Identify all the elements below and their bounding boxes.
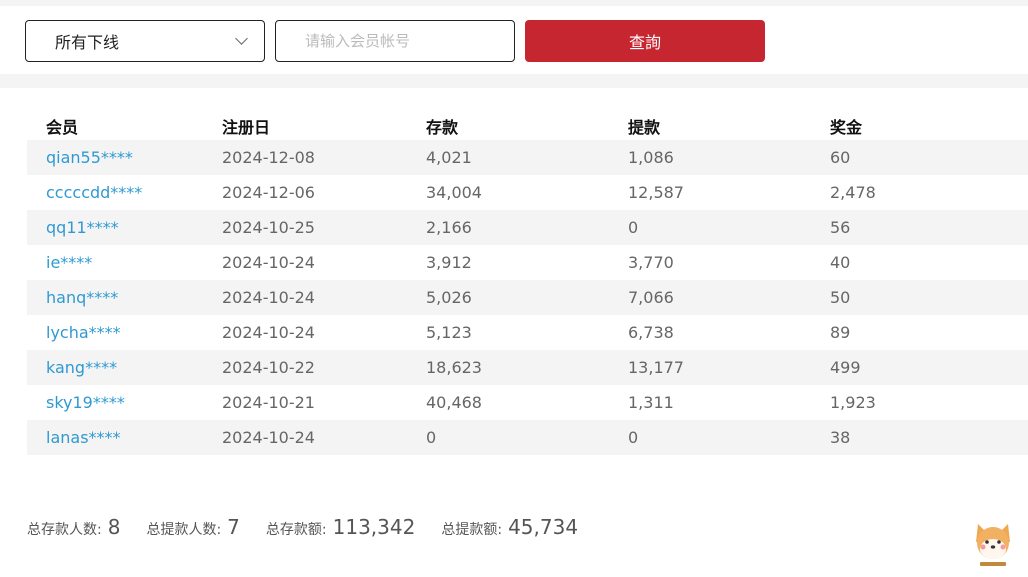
- search-button[interactable]: 查詢: [525, 20, 765, 62]
- cell-register-date: 2024-12-08: [222, 148, 315, 167]
- cell-member: lycha****: [27, 315, 222, 350]
- cell-withdrawal: 0: [628, 218, 639, 237]
- cell-member: sky19****: [27, 385, 222, 420]
- cell-register-date: 2024-10-22: [222, 358, 315, 377]
- cell-register-date: 2024-10-24: [222, 428, 315, 447]
- cell-withdrawal: 6,738: [628, 323, 674, 342]
- cell-member: kang****: [27, 350, 222, 385]
- cell-member: cccccdd****: [27, 175, 222, 210]
- cell-deposit: 18,623: [426, 358, 482, 377]
- cell-register-date: 2024-12-06: [222, 183, 315, 202]
- cell-deposit: 2,166: [426, 218, 472, 237]
- chevron-down-icon: [235, 32, 248, 45]
- downline-select-value: 所有下线: [55, 33, 120, 52]
- cell-member: lanas****: [27, 420, 222, 455]
- member-table: 会员 注册日 存款 提款 奖金 qian55**** 2024-12-08 4,02…: [27, 110, 1028, 455]
- header-deposit: 存款: [426, 118, 459, 137]
- header-register-date: 注册日: [222, 118, 271, 137]
- cell-bonus: 60: [830, 148, 851, 167]
- total-deposit-amount-value: 113,342: [332, 515, 416, 539]
- cell-bonus: 2,478: [830, 183, 876, 202]
- top-bar: [0, 0, 1028, 6]
- member-account-input[interactable]: [275, 20, 515, 62]
- member-link[interactable]: lycha****: [46, 323, 121, 342]
- header-member: 会员: [46, 118, 79, 137]
- member-link[interactable]: cccccdd****: [46, 183, 143, 202]
- table-row: ie**** 2024-10-24 3,912 3,770 40: [27, 245, 1028, 280]
- member-link[interactable]: sky19****: [46, 393, 125, 412]
- downline-select[interactable]: 所有下线: [25, 20, 265, 62]
- cell-register-date: 2024-10-25: [222, 218, 315, 237]
- cell-deposit: 5,123: [426, 323, 472, 342]
- cell-deposit: 3,912: [426, 253, 472, 272]
- member-link[interactable]: lanas****: [46, 428, 121, 447]
- total-withdrawers-label: 总提款人数:: [146, 522, 222, 538]
- cell-deposit: 34,004: [426, 183, 482, 202]
- table-row: kang**** 2024-10-22 18,623 13,177 499: [27, 350, 1028, 385]
- total-depositors-value: 8: [107, 515, 121, 539]
- cell-register-date: 2024-10-24: [222, 253, 315, 272]
- cell-withdrawal: 1,086: [628, 148, 674, 167]
- member-link[interactable]: qian55****: [46, 148, 133, 167]
- cell-bonus: 89: [830, 323, 851, 342]
- cell-bonus: 40: [830, 253, 851, 272]
- table-row: cccccdd**** 2024-12-06 34,004 12,587 2,478: [27, 175, 1028, 210]
- cell-bonus: 50: [830, 288, 851, 307]
- cell-member: ie****: [27, 245, 222, 280]
- cell-member: qian55****: [27, 140, 222, 175]
- header-bonus: 奖金: [830, 118, 863, 137]
- member-link[interactable]: qq11****: [46, 218, 119, 237]
- total-withdrawal-amount-label: 总提款额:: [441, 522, 503, 538]
- header-withdrawal: 提款: [628, 118, 661, 137]
- cell-withdrawal: 3,770: [628, 253, 674, 272]
- cell-member: qq11****: [27, 210, 222, 245]
- cell-withdrawal: 13,177: [628, 358, 684, 377]
- member-link[interactable]: hanq****: [46, 288, 119, 307]
- table-row: sky19**** 2024-10-21 40,468 1,311 1,923: [27, 385, 1028, 420]
- cell-bonus: 38: [830, 428, 851, 447]
- total-deposit-amount-label: 总存款额:: [265, 522, 327, 538]
- cell-deposit: 5,026: [426, 288, 472, 307]
- table-row: qq11**** 2024-10-25 2,166 0 56: [27, 210, 1028, 245]
- table-row: lycha**** 2024-10-24 5,123 6,738 89: [27, 315, 1028, 350]
- cell-withdrawal: 12,587: [628, 183, 684, 202]
- cell-bonus: 1,923: [830, 393, 876, 412]
- total-depositors-label: 总存款人数:: [27, 522, 102, 538]
- cell-member: hanq****: [27, 280, 222, 315]
- cell-deposit: 4,021: [426, 148, 472, 167]
- shiba-dog-mascot-icon[interactable]: [972, 518, 1014, 568]
- cell-deposit: 40,468: [426, 393, 482, 412]
- cell-bonus: 56: [830, 218, 851, 237]
- total-withdrawal-amount-value: 45,734: [508, 515, 579, 539]
- summary-bar: 总存款人数: 8 总提款人数: 7 总存款额: 113,342 总提款额: 45,734: [27, 515, 604, 539]
- total-withdrawers-value: 7: [227, 515, 240, 539]
- cell-register-date: 2024-10-24: [222, 288, 315, 307]
- cell-deposit: 0: [426, 428, 437, 447]
- divider: [0, 74, 1028, 88]
- member-link[interactable]: kang****: [46, 358, 118, 377]
- cell-withdrawal: 7,066: [628, 288, 674, 307]
- cell-register-date: 2024-10-21: [222, 393, 315, 412]
- member-link[interactable]: ie****: [46, 253, 93, 272]
- cell-bonus: 499: [830, 358, 861, 377]
- cell-withdrawal: 1,311: [628, 393, 674, 412]
- table-header: 会员 注册日 存款 提款 奖金: [27, 110, 1028, 140]
- table-row: hanq**** 2024-10-24 5,026 7,066 50: [27, 280, 1028, 315]
- cell-register-date: 2024-10-24: [222, 323, 315, 342]
- cell-withdrawal: 0: [628, 428, 639, 447]
- table-row: lanas**** 2024-10-24 0 0 38: [27, 420, 1028, 455]
- table-row: qian55**** 2024-12-08 4,021 1,086 60: [27, 140, 1028, 175]
